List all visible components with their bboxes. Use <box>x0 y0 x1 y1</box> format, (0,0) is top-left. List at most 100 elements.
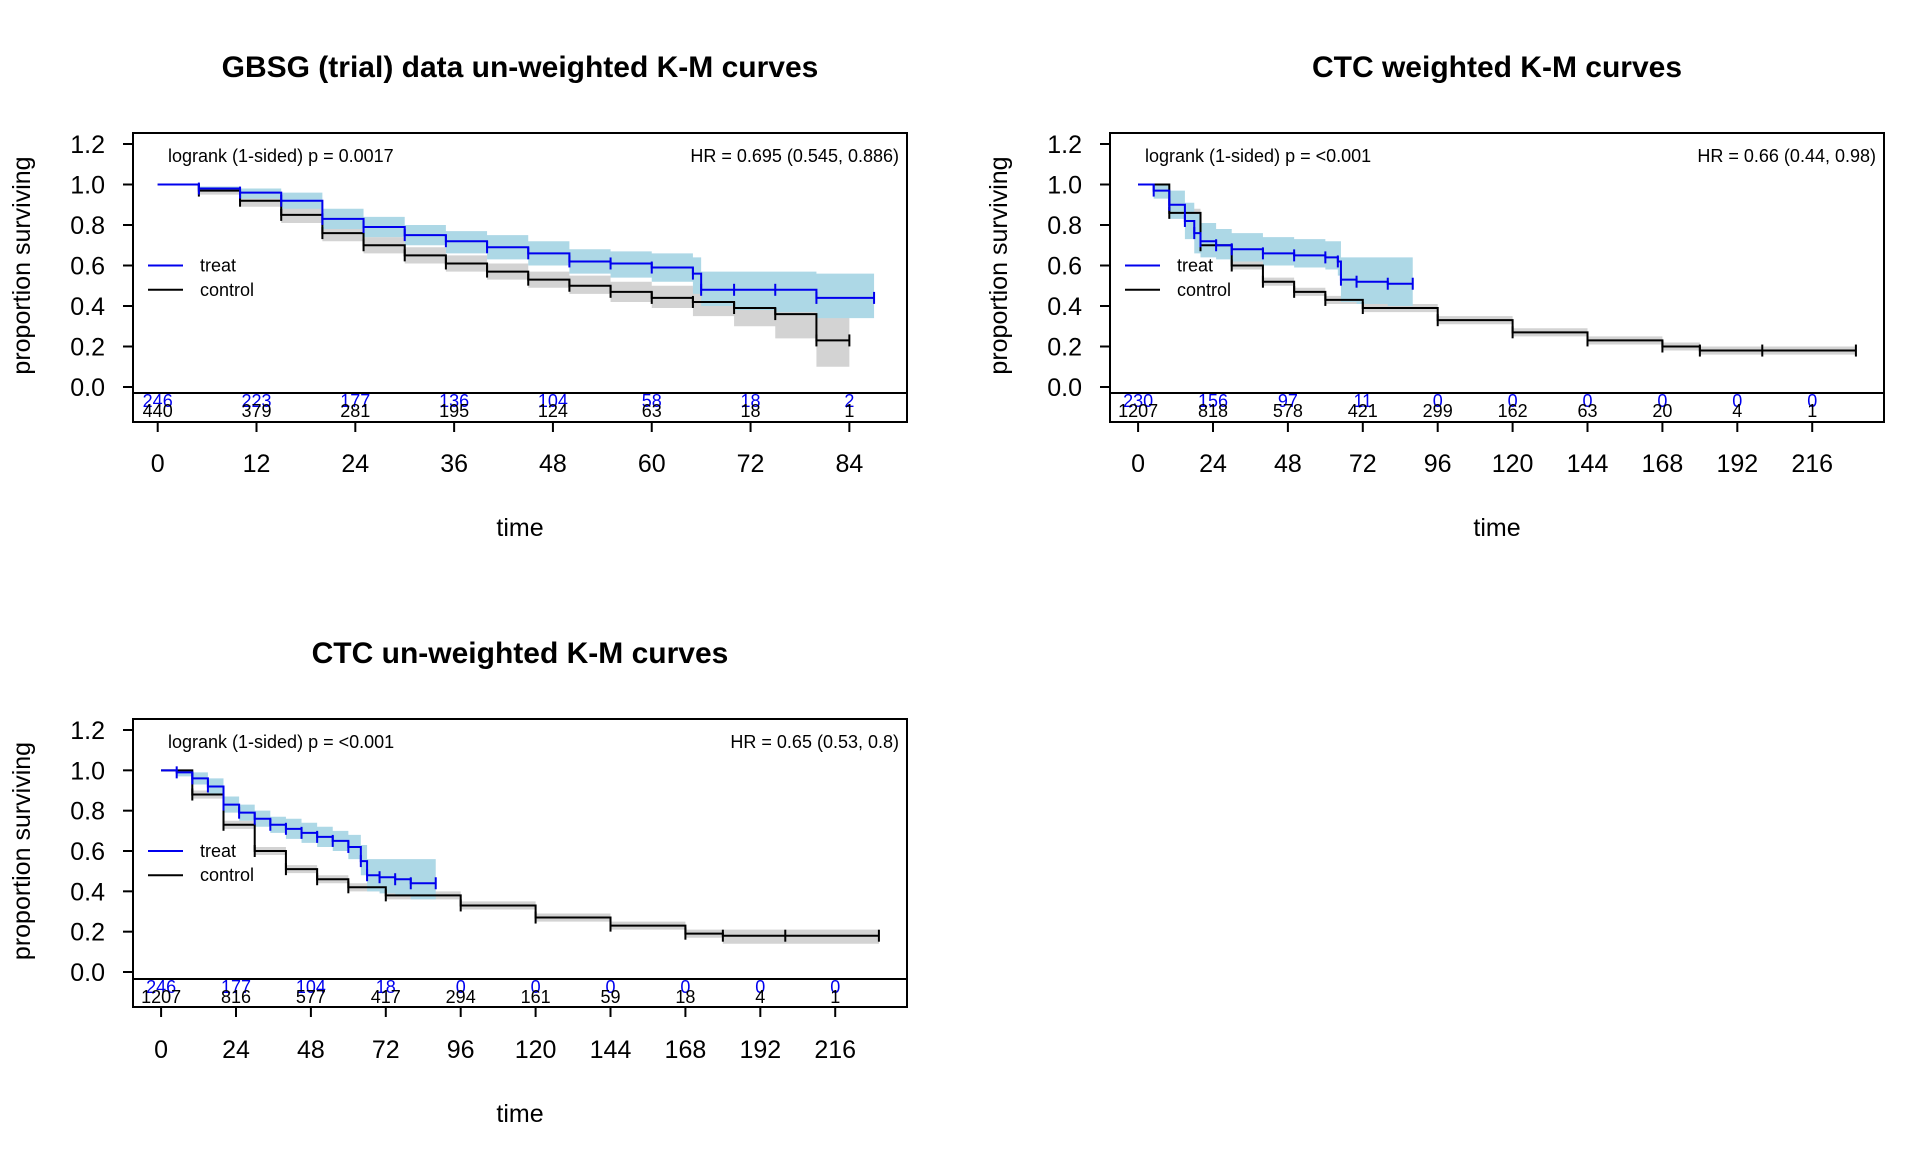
logrank-annotation: logrank (1-sided) p = 0.0017 <box>168 146 394 166</box>
hazard-ratio-annotation: HR = 0.66 (0.44, 0.98) <box>1697 146 1876 166</box>
y-axis-label: proportion surviving <box>8 742 36 960</box>
x-tick-label: 216 <box>1791 450 1833 478</box>
risk-count-treat: 0 <box>1508 391 1518 411</box>
chart-title: CTC weighted K-M curves <box>1312 51 1682 84</box>
y-tick-label: 0.4 <box>70 878 105 906</box>
x-tick-label: 84 <box>835 450 863 478</box>
risk-count-treat: 177 <box>221 977 251 997</box>
risk-count-control: 1207 <box>141 987 181 1007</box>
x-tick-label: 168 <box>1642 450 1684 478</box>
x-tick-label: 216 <box>814 1036 856 1064</box>
chart-title: GBSG (trial) data un-weighted K-M curves <box>222 51 819 84</box>
risk-count-control: 1 <box>844 401 854 421</box>
plot-box <box>132 718 908 1008</box>
x-tick-label: 96 <box>447 1036 475 1064</box>
risk-count-treat: 18 <box>376 977 396 997</box>
risk-count-control: 1207 <box>1118 401 1158 421</box>
y-tick-label: 1.2 <box>1047 131 1082 159</box>
risk-count-treat: 58 <box>642 391 662 411</box>
chart-title: CTC un-weighted K-M curves <box>312 637 729 670</box>
risk-count-control: 440 <box>143 401 173 421</box>
risk-count-treat: 0 <box>755 977 765 997</box>
risk-count-treat: 18 <box>741 391 761 411</box>
x-tick-label: 0 <box>1131 450 1145 478</box>
risk-count-treat: 156 <box>1198 391 1228 411</box>
risk-count-treat: 0 <box>1657 391 1667 411</box>
risk-count-treat: 104 <box>296 977 326 997</box>
y-tick-label: 1.2 <box>70 717 105 745</box>
y-tick-label: 0.8 <box>70 798 105 826</box>
risk-count-control: 18 <box>741 401 761 421</box>
logrank-annotation: logrank (1-sided) p = <0.001 <box>168 732 394 752</box>
risk-count-control: 816 <box>221 987 251 1007</box>
y-tick-label: 0.2 <box>1047 334 1082 362</box>
risk-count-control: 1 <box>1807 401 1817 421</box>
legend-control-label: control <box>200 865 254 885</box>
risk-count-treat: 97 <box>1278 391 1298 411</box>
risk-count-control: 1 <box>830 987 840 1007</box>
risk-count-control: 294 <box>446 987 476 1007</box>
x-tick-label: 36 <box>440 450 468 478</box>
y-tick-label: 0.4 <box>1047 293 1082 321</box>
y-tick-label: 0.0 <box>70 959 105 987</box>
x-tick-label: 120 <box>1492 450 1534 478</box>
treat-confidence-band <box>1138 184 1413 306</box>
x-tick-label: 192 <box>1716 450 1758 478</box>
risk-count-control: 421 <box>1348 401 1378 421</box>
risk-count-control: 4 <box>1732 401 1742 421</box>
risk-count-treat: 11 <box>1353 391 1372 411</box>
y-axis-label: proportion surviving <box>8 156 36 374</box>
x-tick-label: 72 <box>737 450 765 478</box>
x-axis-label: time <box>496 1100 543 1128</box>
logrank-annotation: logrank (1-sided) p = <0.001 <box>1145 146 1371 166</box>
x-tick-label: 72 <box>372 1036 400 1064</box>
x-tick-label: 24 <box>1199 450 1227 478</box>
risk-count-control: 417 <box>371 987 401 1007</box>
x-tick-label: 120 <box>515 1036 557 1064</box>
risk-count-treat: 0 <box>1807 391 1817 411</box>
x-tick-label: 0 <box>151 450 165 478</box>
plot-box <box>1109 132 1885 423</box>
risk-count-treat: 0 <box>1583 391 1593 411</box>
y-tick-label: 0.8 <box>1047 212 1082 240</box>
risk-count-treat: 0 <box>1433 391 1443 411</box>
risk-count-treat: 0 <box>830 977 840 997</box>
risk-count-control: 299 <box>1423 401 1453 421</box>
risk-count-control: 4 <box>755 987 765 1007</box>
legend-control-label: control <box>200 280 254 300</box>
risk-count-treat: 230 <box>1123 391 1153 411</box>
risk-count-treat: 246 <box>146 977 176 997</box>
hazard-ratio-annotation: HR = 0.65 (0.53, 0.8) <box>730 732 899 752</box>
y-tick-label: 0.4 <box>70 293 105 321</box>
y-axis-label: proportion surviving <box>985 156 1013 374</box>
risk-count-control: 161 <box>521 987 551 1007</box>
hazard-ratio-annotation: HR = 0.695 (0.545, 0.886) <box>690 146 899 166</box>
x-tick-label: 24 <box>341 450 369 478</box>
x-axis-label: time <box>1473 514 1520 542</box>
y-tick-label: 0.6 <box>1047 253 1082 281</box>
control-confidence-band <box>157 184 850 367</box>
x-tick-label: 60 <box>638 450 666 478</box>
x-tick-label: 48 <box>297 1036 325 1064</box>
plot-box <box>132 132 908 423</box>
y-tick-label: 1.0 <box>1047 172 1082 200</box>
risk-count-control: 577 <box>296 987 326 1007</box>
x-tick-label: 24 <box>222 1036 250 1064</box>
y-tick-label: 1.2 <box>70 131 105 159</box>
treat-curve <box>1138 183 1413 285</box>
x-tick-label: 192 <box>739 1036 781 1064</box>
x-tick-label: 12 <box>243 450 271 478</box>
x-tick-label: 72 <box>1349 450 1377 478</box>
x-tick-label: 48 <box>1274 450 1302 478</box>
risk-count-control: 20 <box>1652 401 1672 421</box>
chart-panel-3: CTC un-weighted K-M curves 0.0 0.2 0.4 0.6 0.… <box>8 637 908 1128</box>
x-tick-label: 96 <box>1424 450 1452 478</box>
y-tick-label: 0.0 <box>1047 374 1082 402</box>
risk-count-control: 63 <box>1577 401 1597 421</box>
y-tick-label: 0.2 <box>70 334 105 362</box>
x-tick-label: 0 <box>154 1036 168 1064</box>
risk-count-control: 578 <box>1273 401 1303 421</box>
risk-count-treat: 0 <box>1732 391 1742 411</box>
y-tick-label: 0.8 <box>70 212 105 240</box>
y-tick-label: 1.0 <box>70 757 105 785</box>
